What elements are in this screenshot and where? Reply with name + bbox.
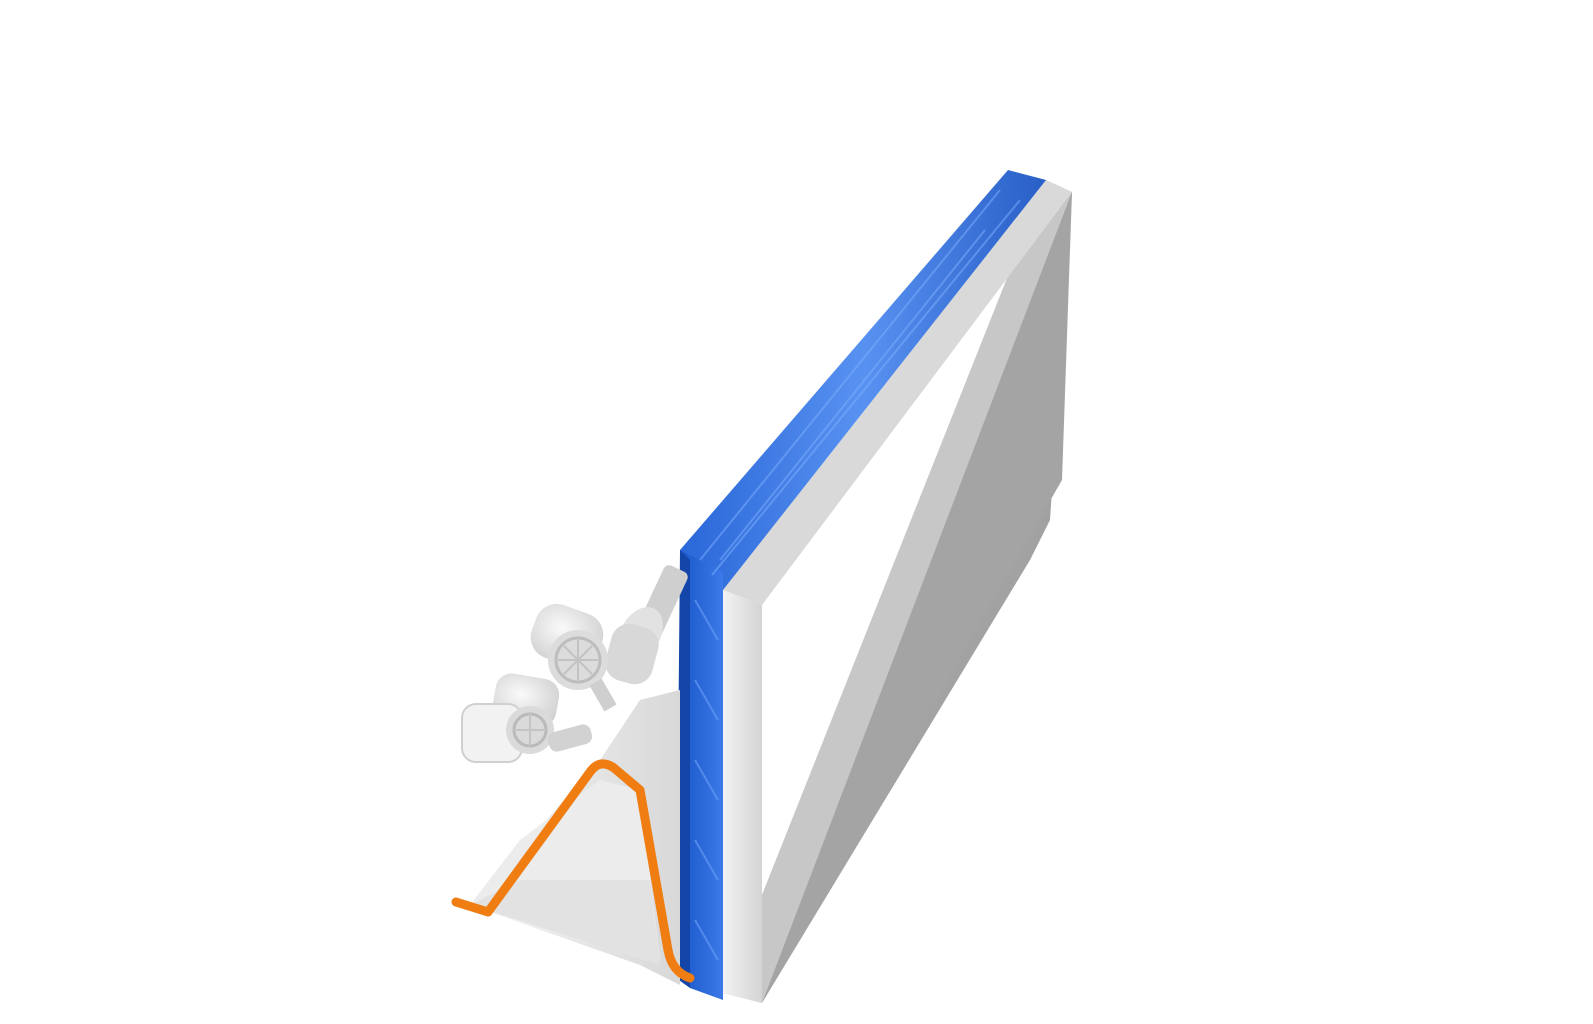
spotlight-upper [530, 603, 617, 712]
white-housing [470, 690, 680, 985]
cylinder-mount [605, 565, 688, 685]
spotlight-lower [461, 673, 593, 763]
gray-panel [723, 180, 1072, 1003]
orange-edge-profile [451, 759, 695, 983]
blue-seal-strip [676, 170, 1046, 1000]
